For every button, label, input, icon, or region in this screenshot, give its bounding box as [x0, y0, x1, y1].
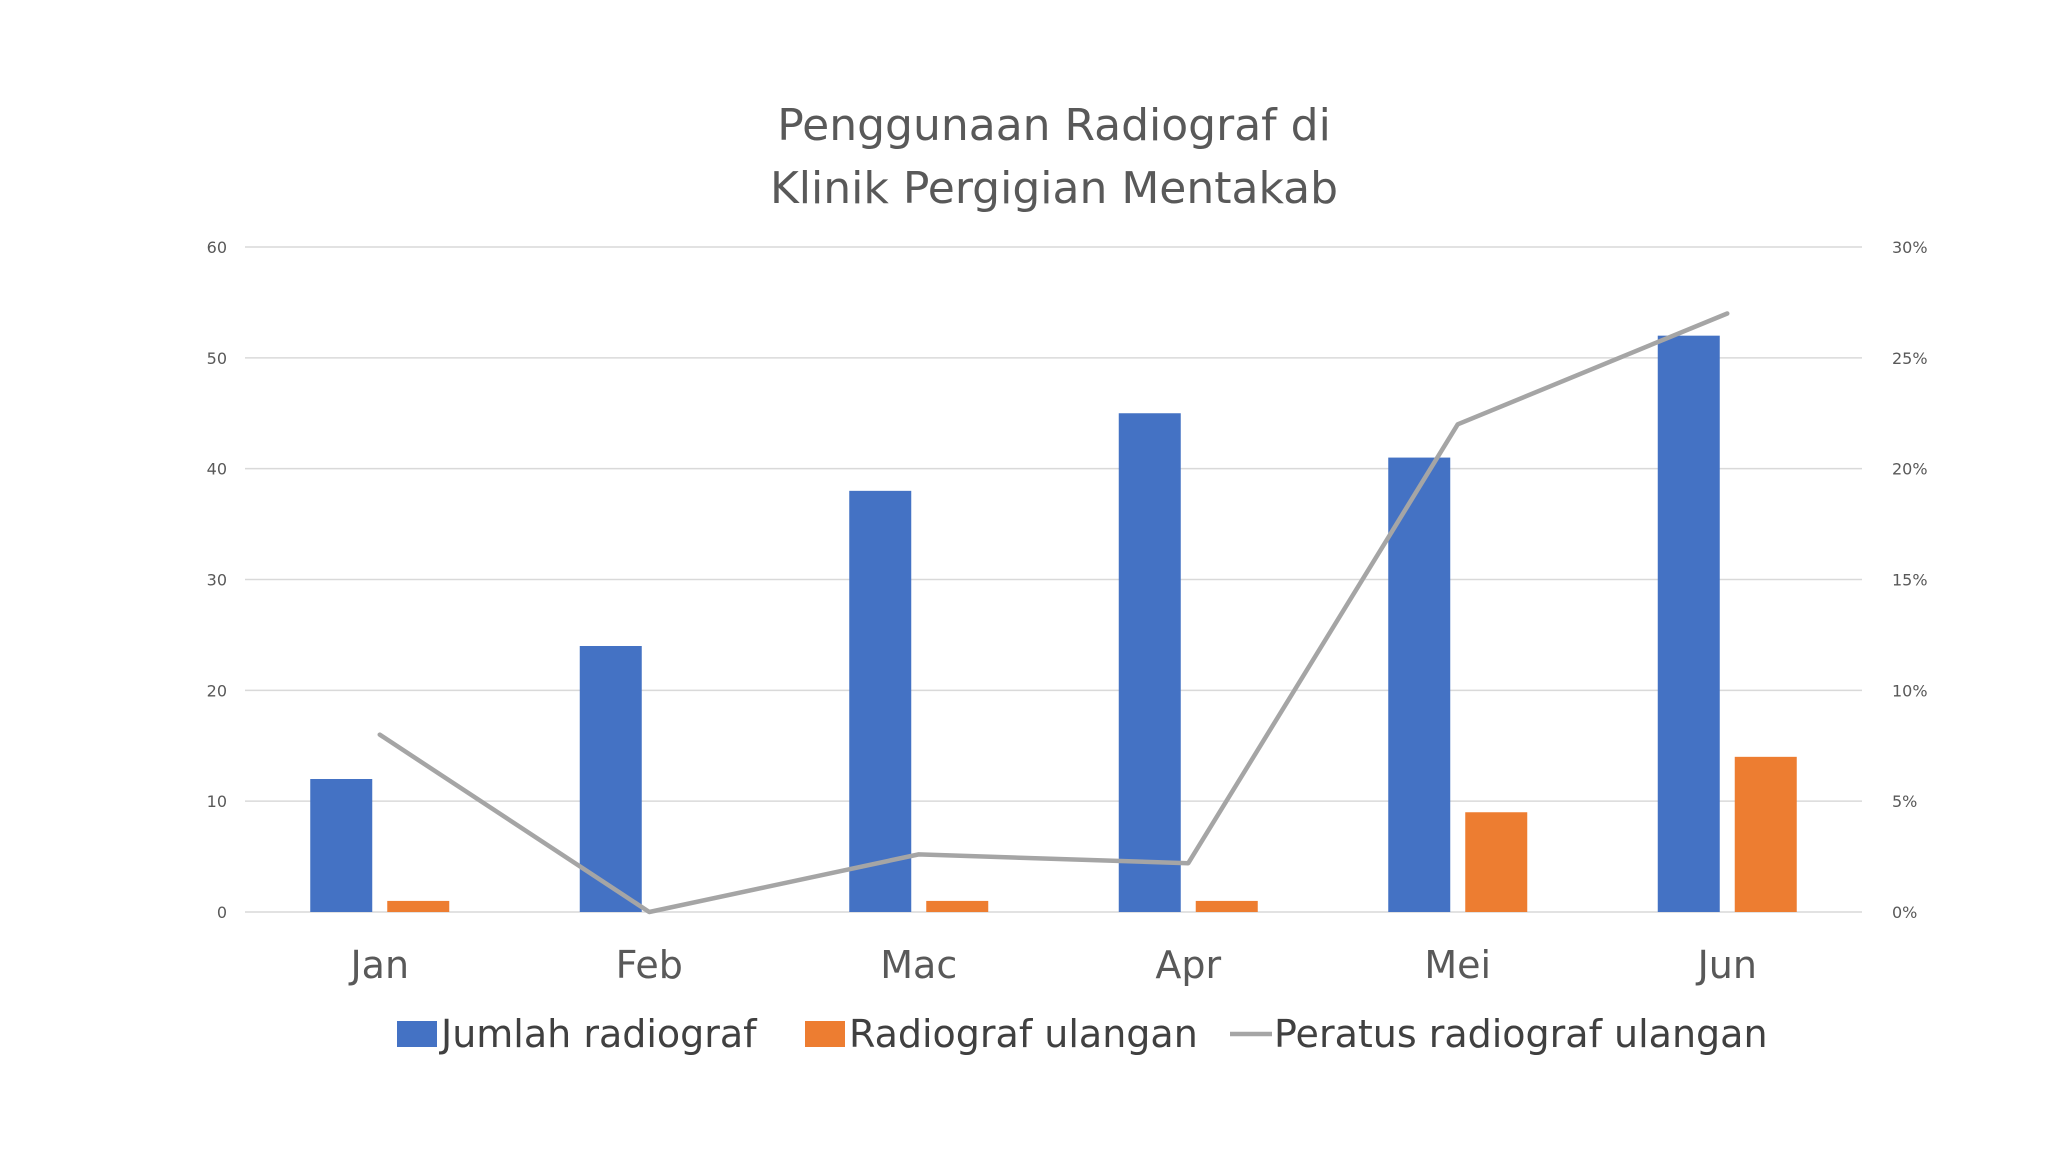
category-label-jun: Jun: [1696, 943, 1757, 987]
chart-title-line-2: Klinik Pergigian Mentakab: [770, 163, 1338, 214]
legend-label-peratus-radiograf-ulangan: Peratus radiograf ulangan: [1274, 1012, 1768, 1056]
line-series: [377, 311, 1730, 915]
legend-swatch-jumlah-radiograf: [397, 1021, 437, 1047]
left-tick-label: 20: [207, 681, 227, 700]
chart-title: Penggunaan Radiograf di Klinik Pergigian…: [770, 100, 1338, 214]
right-tick-label: 5%: [1892, 792, 1917, 811]
left-tick-label: 0: [217, 903, 227, 922]
bar-radiograf-ulangan-mac: [926, 900, 989, 912]
category-label-apr: Apr: [1155, 943, 1221, 987]
bar-radiograf-ulangan-apr: [1195, 900, 1258, 912]
left-tick-label: 40: [207, 460, 227, 479]
bar-jumlah-radiograf-mei: [1388, 457, 1451, 912]
right-tick-label: 15%: [1892, 571, 1928, 590]
bar-jumlah-radiograf-mac: [849, 490, 912, 912]
category-label-feb: Feb: [616, 943, 683, 987]
right-tick-label: 10%: [1892, 681, 1928, 700]
line-peratus-radiograf-ulangan: [377, 311, 1730, 915]
left-tick-label: 60: [207, 238, 227, 257]
right-tick-label: 20%: [1892, 460, 1928, 479]
right-tick-label: 0%: [1892, 903, 1917, 922]
category-label-jan: Jan: [348, 943, 409, 987]
bar-jumlah-radiograf-feb: [579, 646, 642, 912]
category-axis: Jan Feb Mac Apr Mei Jun: [348, 943, 1756, 987]
bar-series: [310, 335, 1797, 913]
bar-jumlah-radiograf-apr: [1118, 413, 1181, 912]
legend-label-radiograf-ulangan: Radiograf ulangan: [849, 1012, 1198, 1056]
right-tick-label: 25%: [1892, 349, 1928, 368]
category-label-mei: Mei: [1424, 943, 1491, 987]
bar-radiograf-ulangan-jan: [387, 900, 450, 912]
legend: Jumlah radiograf Radiograf ulangan Peratus…: [397, 1012, 1768, 1056]
chart-title-line-1: Penggunaan Radiograf di: [777, 100, 1331, 151]
bar-jumlah-radiograf-jan: [310, 779, 373, 912]
legend-label-jumlah-radiograf: Jumlah radiograf: [439, 1012, 758, 1056]
gridlines: [245, 246, 1862, 913]
right-axis: 0% 5% 10% 15% 20% 25% 30%: [1892, 238, 1928, 922]
bar-radiograf-ulangan-mei: [1465, 812, 1528, 912]
left-axis: 0 10 20 30 40 50 60: [207, 238, 227, 922]
category-label-mac: Mac: [880, 943, 957, 987]
bar-radiograf-ulangan-jun: [1734, 756, 1797, 912]
left-tick-label: 10: [207, 792, 227, 811]
left-tick-label: 30: [207, 571, 227, 590]
legend-swatch-radiograf-ulangan: [805, 1021, 845, 1047]
right-tick-label: 30%: [1892, 238, 1928, 257]
bar-jumlah-radiograf-jun: [1657, 335, 1720, 913]
left-tick-label: 50: [207, 349, 227, 368]
